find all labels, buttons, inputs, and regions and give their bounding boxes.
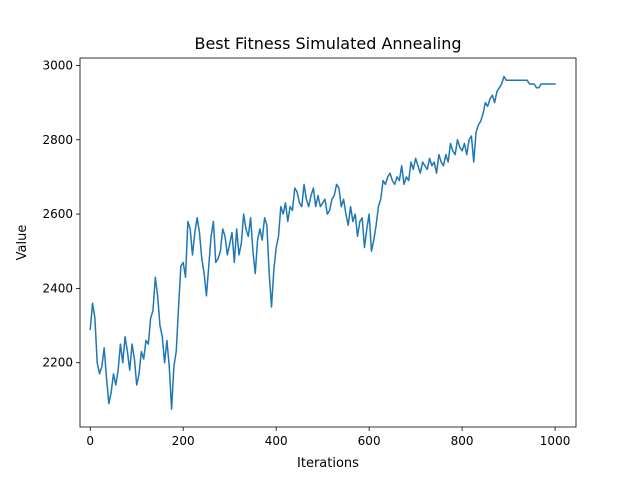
y-axis: 2200 2400 2600 2800 3000 — [42, 58, 80, 370]
y-tick-label: 2800 — [42, 133, 73, 147]
x-tick-label: 600 — [358, 434, 381, 448]
y-tick-label: 2200 — [42, 356, 73, 370]
series-line — [89, 75, 556, 410]
y-axis-label: Value — [15, 225, 30, 261]
plot-area — [79, 57, 577, 428]
x-tick-label: 1000 — [540, 434, 571, 448]
y-tick-label: 2600 — [42, 207, 73, 221]
chart-title: Best Fitness Simulated Annealing — [194, 34, 461, 53]
x-axis-label: Iterations — [297, 456, 359, 471]
x-tick-label: 0 — [86, 434, 94, 448]
x-axis: 0 200 400 600 800 1000 — [86, 427, 570, 448]
plot-frame — [79, 57, 577, 428]
y-tick-label: 2400 — [42, 281, 73, 295]
x-tick-label: 200 — [172, 434, 195, 448]
y-tick-label: 3000 — [42, 58, 73, 72]
x-tick-label: 400 — [265, 434, 288, 448]
x-tick-label: 800 — [451, 434, 474, 448]
